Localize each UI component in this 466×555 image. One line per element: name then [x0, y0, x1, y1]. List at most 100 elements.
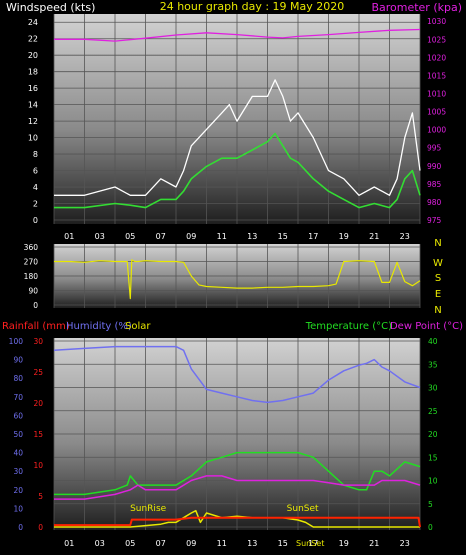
barometer-tick-label: 985 — [427, 180, 442, 189]
humidity-tick-label: 0 — [18, 523, 23, 532]
wind-tick-label: 4 — [33, 183, 38, 192]
rainfall-tick-label: 20 — [33, 399, 43, 408]
solar-ylabel: Solar — [125, 321, 151, 332]
chart-title: 24 hour graph day : 19 May 2020 — [160, 0, 345, 13]
series-gust — [54, 79, 421, 196]
humidity-tick-label: 50 — [13, 430, 23, 439]
climate-panel-grid — [53, 338, 421, 530]
compass-label: N — [434, 305, 441, 316]
rainfall-ylabel: Rainfall (mm) — [2, 321, 70, 332]
wind-panel-grid — [53, 14, 421, 224]
wind-tick-label: 6 — [33, 167, 38, 176]
climate-panel-ticks: 0510152025303540010203040506070809010005… — [9, 337, 438, 548]
wind-panel-ticks: 0246810121416182022249759809859909951000… — [28, 17, 447, 241]
hour-tick-label: 05 — [125, 539, 135, 548]
sunset-label: SunSet — [287, 504, 319, 514]
series-dew-point — [54, 475, 421, 500]
wind-tick-label: 2 — [33, 200, 38, 209]
compass-label: W — [433, 258, 443, 269]
hour-tick-label: 13 — [247, 539, 257, 548]
sunset-axis-label: SunSet — [296, 539, 324, 548]
climate-panel-series — [53, 345, 421, 528]
humidity-tick-label: 100 — [9, 337, 24, 346]
temperature-tick-label: 35 — [428, 360, 438, 369]
wind-panel-series — [54, 28, 421, 209]
barometer-tick-label: 990 — [427, 162, 442, 171]
hour-tick-label: 23 — [400, 232, 410, 241]
direction-tick-label: 180 — [24, 272, 39, 281]
hour-tick-label: 19 — [339, 232, 349, 241]
hour-tick-label: 03 — [95, 539, 105, 548]
direction-panel-grid — [53, 244, 421, 308]
temperature-tick-label: 20 — [428, 430, 438, 439]
barometer-tick-label: 1000 — [427, 126, 446, 135]
hour-tick-label: 01 — [64, 232, 74, 241]
temperature-tick-label: 40 — [428, 337, 438, 346]
series-wind-direction — [54, 259, 421, 300]
wind-tick-label: 0 — [33, 216, 38, 225]
hour-tick-label: 15 — [278, 539, 288, 548]
wind-ylabel: Windspeed (kts) — [6, 1, 95, 14]
hour-tick-label: 11 — [217, 232, 227, 241]
rainfall-tick-label: 15 — [33, 430, 43, 439]
direction-tick-label: 360 — [24, 243, 39, 252]
barometer-tick-label: 1020 — [427, 53, 446, 62]
rainfall-tick-label: 5 — [38, 492, 43, 501]
hour-tick-label: 15 — [278, 232, 288, 241]
barometer-tick-label: 975 — [427, 216, 442, 225]
series-humidity — [53, 345, 421, 404]
temperature-tick-label: 0 — [428, 523, 433, 532]
compass-label: E — [435, 289, 441, 300]
series-temperature — [54, 451, 421, 496]
humidity-tick-label: 90 — [13, 356, 23, 365]
dewpoint-ylabel: Dew Point (°C) — [390, 321, 463, 332]
compass-label: N — [434, 238, 441, 249]
wind-tick-label: 16 — [28, 84, 38, 93]
hour-tick-label: 05 — [125, 232, 135, 241]
hour-tick-label: 01 — [64, 539, 74, 548]
rainfall-tick-label: 10 — [33, 461, 43, 470]
hour-tick-label: 17 — [308, 232, 318, 241]
hour-tick-label: 07 — [156, 539, 166, 548]
humidity-ylabel: Humidity (%) — [66, 321, 132, 332]
series-rainfall — [54, 516, 421, 528]
temperature-tick-label: 15 — [428, 453, 438, 462]
wind-tick-label: 12 — [28, 117, 38, 126]
barometer-tick-label: 1010 — [427, 90, 446, 99]
humidity-tick-label: 70 — [13, 393, 23, 402]
temperature-tick-label: 25 — [428, 407, 438, 416]
hour-tick-label: 23 — [400, 539, 410, 548]
rainfall-tick-label: 30 — [33, 337, 43, 346]
humidity-tick-label: 10 — [13, 504, 23, 513]
hour-tick-label: 21 — [369, 539, 379, 548]
humidity-tick-label: 20 — [13, 486, 23, 495]
barometer-tick-label: 995 — [427, 144, 442, 153]
hour-tick-label: 21 — [369, 232, 379, 241]
humidity-tick-label: 80 — [13, 374, 23, 383]
hour-tick-label: 03 — [95, 232, 105, 241]
rainfall-tick-label: 0 — [38, 523, 43, 532]
wind-tick-label: 24 — [28, 18, 38, 27]
barometer-tick-label: 1005 — [427, 108, 446, 117]
climate-panel-annotations: SunRise SunSet SunSet — [130, 504, 324, 548]
humidity-tick-label: 40 — [13, 449, 23, 458]
barometer-tick-label: 1030 — [427, 17, 446, 26]
series-barometer — [54, 28, 421, 42]
temperature-ylabel: Temperature (°C) — [305, 321, 392, 332]
temperature-tick-label: 30 — [428, 384, 438, 393]
sunrise-label: SunRise — [130, 504, 167, 514]
humidity-tick-label: 60 — [13, 411, 23, 420]
series-average — [54, 132, 421, 209]
direction-tick-label: 90 — [28, 287, 38, 296]
hour-tick-label: 09 — [186, 232, 196, 241]
hour-tick-label: 07 — [156, 232, 166, 241]
hour-tick-label: 19 — [339, 539, 349, 548]
direction-tick-label: 0 — [33, 301, 38, 310]
wind-tick-label: 8 — [33, 150, 38, 159]
direction-tick-label: 270 — [24, 258, 39, 267]
barometer-tick-label: 980 — [427, 198, 442, 207]
temperature-tick-label: 5 — [428, 500, 433, 509]
barometer-ylabel: Barometer (kpa) — [371, 1, 462, 14]
